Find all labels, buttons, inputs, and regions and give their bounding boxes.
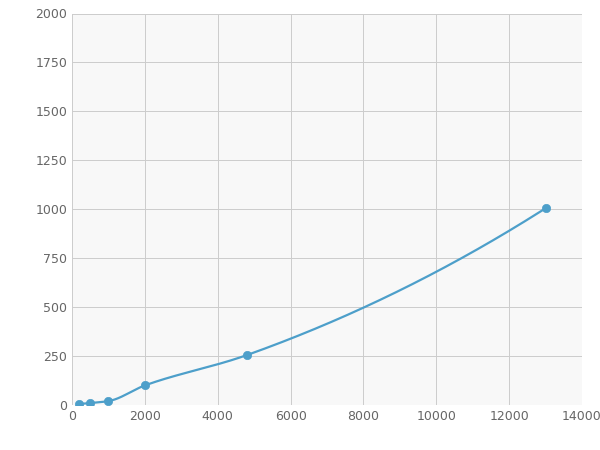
Point — [242, 351, 251, 359]
Point — [85, 400, 95, 407]
Point — [74, 400, 84, 408]
Point — [140, 382, 149, 389]
Point — [541, 205, 550, 212]
Point — [104, 397, 113, 405]
